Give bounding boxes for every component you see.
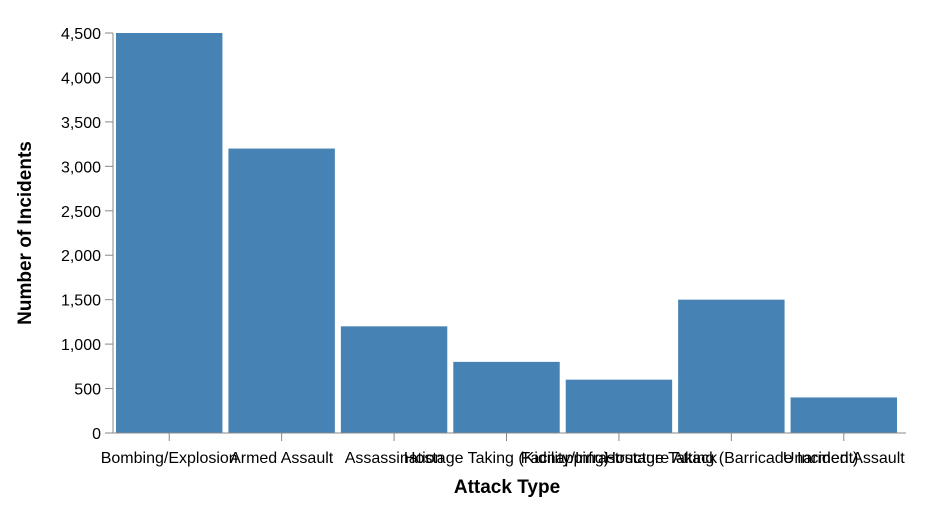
y-tick-label: 1,000 [61,337,101,354]
y-tick-label: 500 [74,382,101,399]
bar-2 [340,326,448,433]
y-tick-label: 1,500 [61,293,101,310]
x-axis-title: Attack Type [454,477,560,498]
y-tick-label: 2,000 [61,248,101,265]
x-tick-label: Hostage Taking (Kidnapping) [404,450,609,467]
bar-5 [678,299,785,433]
bar-0 [116,33,223,433]
x-tick-label: Bombing/Explosion [101,450,238,467]
bars-group [116,33,897,434]
y-axis-title: Number of Incidents [15,141,36,325]
bar-6 [790,397,897,433]
bar-3 [453,361,560,433]
bar-1 [228,148,335,434]
y-tick-label: 0 [92,426,101,443]
y-tick-label: 3,500 [61,115,101,132]
y-tick-label: 4,000 [61,70,101,87]
y-tick-label: 4,500 [61,26,101,43]
y-axis: 0 500 1,000 1,500 2,000 2,500 3,000 3,500 4,000 4… [61,26,114,443]
x-tick-label: Hostage Taking (Barricade Incident) [604,450,858,467]
y-tick-label: 2,500 [61,204,101,221]
x-tick-label: Unarmed Assault [783,450,905,467]
bar-4 [565,379,673,433]
x-tick-label: Armed Assault [230,450,334,467]
y-tick-label: 3,000 [61,159,101,176]
x-tick-label: Assassination [345,450,444,467]
x-tick-label: Facility/Infrastructure Attack [521,450,719,467]
